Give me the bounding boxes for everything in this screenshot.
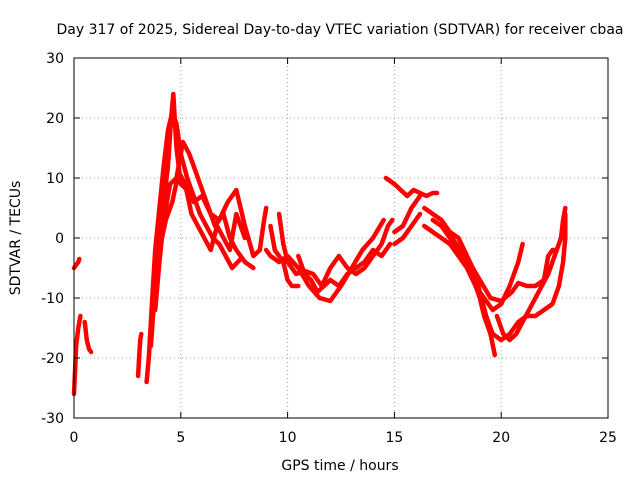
series-arc-3 [82,319,94,355]
series-arc-20 [494,205,568,343]
series-arc-4 [135,331,144,379]
x-tick-label: 0 [70,430,79,446]
series-arc-6 [148,91,269,349]
x-tick-label: 5 [176,430,185,446]
series-arc-14 [392,193,423,235]
chart-title: Day 317 of 2025, Sidereal Day-to-day VTE… [57,22,624,38]
x-tick-label: 10 [279,430,297,446]
y-tick-label: 30 [46,51,64,67]
y-tick-label: -30 [41,411,64,427]
x-axis-label: GPS time / hours [281,458,398,474]
axis-ticks: 0 5 10 15 20 25 30 20 10 0 -10 -20 -30 [41,51,617,446]
series-arc-19 [445,229,559,304]
series-arc-10 [276,211,395,289]
series-arc-8 [157,169,248,253]
y-tick-label: -20 [41,351,64,367]
y-tick-label: 10 [46,171,64,187]
series-arc-13 [383,175,440,199]
series-arc-5 [144,109,243,385]
grid-lines [74,58,608,418]
series-arc-9 [268,223,301,289]
x-tick-label: 15 [385,430,403,446]
series-arc-15 [392,211,423,247]
y-tick-label: -10 [41,291,64,307]
series-arc-12 [296,241,393,295]
y-axis-label: SDTVAR / TECUs [8,181,24,296]
x-tick-label: 20 [492,430,510,446]
series-arc-16 [422,205,568,343]
series-arc-18 [422,223,525,313]
data-series [71,91,568,397]
y-tick-label: 20 [46,111,64,127]
series-arc-2 [71,313,83,397]
series-arc-11 [263,217,386,304]
y-tick-label: 0 [55,231,64,247]
x-tick-label: 25 [599,430,617,446]
series-arc-1 [71,256,82,271]
